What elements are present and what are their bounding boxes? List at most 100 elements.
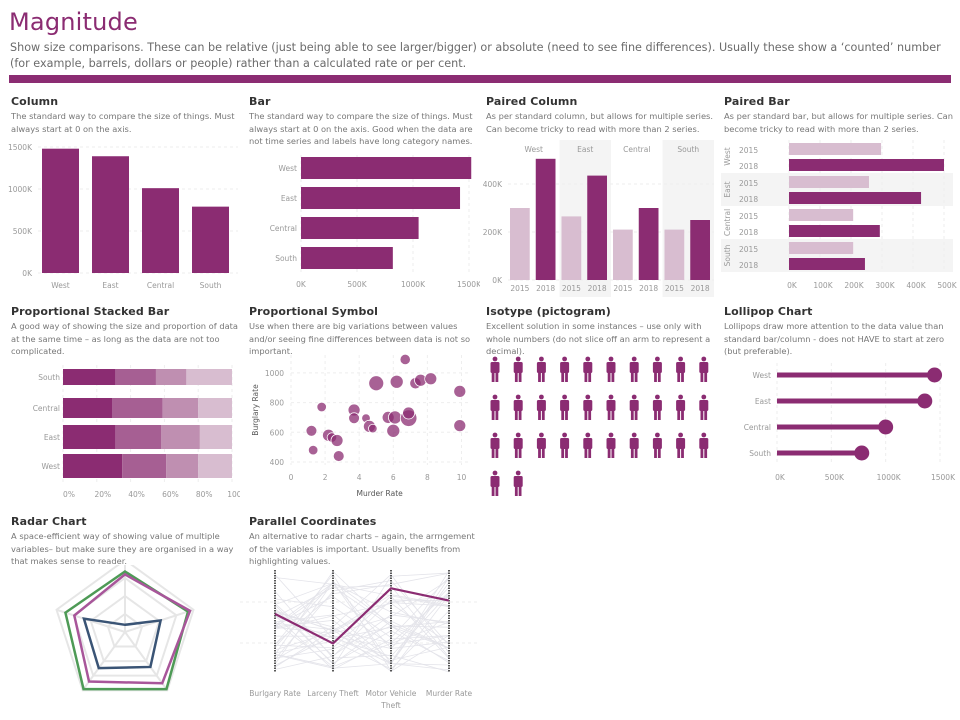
lollipop-head bbox=[878, 419, 894, 435]
background-line bbox=[274, 625, 450, 664]
x-tick-label: 400K bbox=[906, 281, 926, 290]
y-tick-label: South bbox=[749, 449, 771, 458]
y-tick-label: 400 bbox=[270, 458, 285, 467]
panel-isotype: Isotype (pictogram) Excellent solution i… bbox=[486, 305, 716, 358]
x-tick-label: 500K bbox=[937, 281, 957, 290]
column-chart: 0K 500K 1000K 1500K West East Central South bbox=[8, 143, 238, 290]
y-tick-label: 1000 bbox=[265, 369, 284, 378]
data-point bbox=[453, 419, 467, 433]
series-label: 2018 bbox=[739, 261, 758, 270]
x-tick-label: 1000K bbox=[401, 280, 426, 289]
panel-proportional-symbol: Proportional Symbol Use when there are b… bbox=[249, 305, 479, 358]
person-icon bbox=[583, 356, 593, 382]
bar-segment bbox=[63, 369, 116, 385]
x-tick-label: 300K bbox=[875, 281, 895, 290]
bar bbox=[301, 157, 472, 179]
bar-segment bbox=[115, 425, 162, 449]
background-line bbox=[274, 570, 450, 664]
x-tick-label: 2015 bbox=[665, 284, 684, 293]
bar bbox=[789, 209, 854, 221]
person-icon bbox=[606, 432, 616, 458]
proportional-stacked-bar-chart: 0% 20% 40% 60% 80% 100% South Central East West bbox=[33, 365, 240, 499]
panel-title: Lollipop Chart bbox=[724, 305, 813, 318]
group-label: East bbox=[577, 145, 593, 154]
person-icon bbox=[676, 356, 686, 382]
radar-axis bbox=[124, 631, 169, 691]
lollipop-chart: 0K 500K 1000K 1500K West East Central South bbox=[744, 363, 956, 482]
y-tick-label: South bbox=[275, 254, 297, 263]
person-icon bbox=[513, 356, 523, 382]
data-point bbox=[368, 375, 385, 392]
person-icon bbox=[560, 356, 570, 382]
panel-paired-bar: Paired Bar As per standard bar, but allo… bbox=[724, 95, 956, 135]
lollipop-head bbox=[854, 445, 870, 461]
y-tick-label: 200K bbox=[483, 228, 503, 237]
x-tick-label: Central bbox=[147, 281, 174, 290]
panel-title: Column bbox=[11, 95, 59, 108]
y-tick-label: West bbox=[279, 164, 297, 173]
bar bbox=[510, 208, 530, 280]
series-label: 2018 bbox=[739, 195, 758, 204]
data-point bbox=[330, 434, 344, 447]
bar-segment bbox=[112, 398, 163, 418]
paired-bar-chart: 0K 100K 200K 300K 400K 500K West 2015 2018 East 20… bbox=[721, 140, 958, 290]
lollipop-head bbox=[927, 367, 943, 383]
panel-proportional-stacked-bar: Proportional Stacked Bar A good way of s… bbox=[11, 305, 239, 358]
radar-series-navy bbox=[82, 617, 163, 670]
background-line bbox=[274, 577, 450, 665]
axis-label: Larceny Theft bbox=[307, 689, 358, 698]
x-tick-label: 200K bbox=[844, 281, 864, 290]
x-tick-label: 80% bbox=[196, 490, 213, 499]
proportional-symbol-chart: 400 600 800 1000 0 2 4 6 8 10 Murder Rate Burglary … bbox=[251, 353, 470, 498]
background-line bbox=[274, 581, 450, 649]
panel-description: The standard way to compare the size of … bbox=[249, 111, 473, 146]
axis-label: Murder Rate bbox=[426, 689, 473, 698]
panel-description: Lollipops draw more attention to the dat… bbox=[724, 321, 945, 356]
person-icon bbox=[583, 394, 593, 420]
radar-grid-ring bbox=[89, 594, 161, 663]
panel-description: A space-efficient way of showing value o… bbox=[11, 531, 234, 566]
person-icon bbox=[536, 356, 546, 382]
data-point bbox=[402, 406, 416, 420]
background-line bbox=[274, 608, 450, 664]
x-tick-label: 2018 bbox=[691, 284, 710, 293]
y-tick-label: East bbox=[755, 397, 771, 406]
group-label: West bbox=[525, 145, 543, 154]
y-tick-label: 500K bbox=[13, 227, 33, 236]
data-point bbox=[388, 410, 402, 425]
bar bbox=[789, 192, 922, 204]
y-tick-label: East bbox=[281, 194, 297, 203]
x-axis-label: Murder Rate bbox=[357, 489, 404, 498]
y-tick-label: West bbox=[753, 371, 771, 380]
person-icon bbox=[560, 432, 570, 458]
person-icon bbox=[606, 394, 616, 420]
x-tick-label: 4 bbox=[357, 473, 362, 482]
panel-title: Paired Bar bbox=[724, 95, 790, 108]
lollipop-head bbox=[917, 393, 933, 409]
series-label: 2015 bbox=[739, 179, 758, 188]
background-line bbox=[274, 579, 450, 634]
x-tick-label: 0K bbox=[775, 473, 786, 482]
background-line bbox=[274, 654, 450, 671]
panel-description: The standard way to compare the size of … bbox=[11, 111, 235, 134]
data-point bbox=[368, 423, 378, 434]
series-label: 2018 bbox=[739, 162, 758, 171]
background-line bbox=[274, 594, 450, 672]
panel-title: Paired Column bbox=[486, 95, 578, 108]
bar bbox=[789, 176, 869, 188]
series-label: 2015 bbox=[739, 212, 758, 221]
y-tick-label: 0K bbox=[492, 276, 503, 285]
group-label: Central bbox=[723, 209, 732, 236]
bar-segment bbox=[161, 425, 200, 449]
series-label: 2015 bbox=[739, 245, 758, 254]
panel-bar: Bar The standard way to compare the size… bbox=[249, 95, 479, 148]
person-icon bbox=[699, 394, 709, 420]
background-line bbox=[274, 577, 450, 608]
panel-description: Excellent solution in some instances – u… bbox=[486, 321, 711, 356]
axis-label-cont: Theft bbox=[380, 701, 400, 710]
x-tick-label: 0 bbox=[289, 473, 294, 482]
panel-description: An alternative to radar charts – again, … bbox=[249, 531, 475, 566]
bar-segment bbox=[198, 454, 232, 478]
panel-description: Use when there are big variations betwee… bbox=[249, 321, 471, 356]
data-point bbox=[348, 412, 360, 425]
